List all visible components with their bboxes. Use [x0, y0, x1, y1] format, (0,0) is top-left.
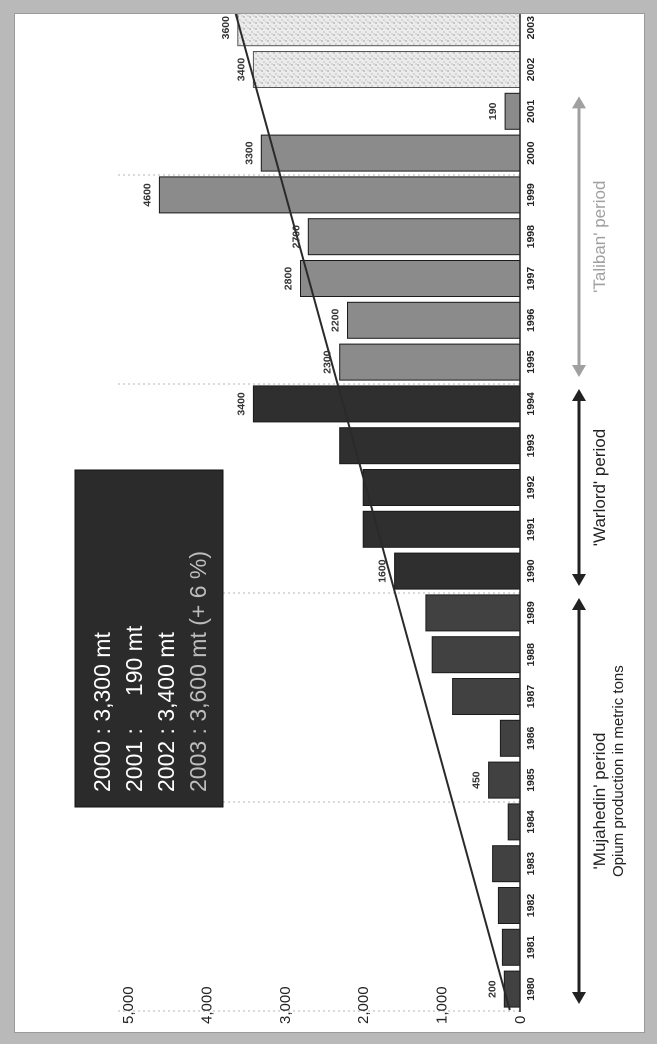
bar [339, 427, 521, 465]
bar [488, 761, 521, 799]
x-tick-label: 1995 [525, 350, 537, 374]
bar [425, 594, 521, 632]
bar [347, 301, 521, 339]
x-tick-label: 2000 [525, 141, 537, 165]
arrow-head-right-icon [572, 389, 586, 401]
y-tick-label: 5,000 [120, 986, 137, 1024]
bar [362, 510, 521, 548]
bar [158, 176, 521, 214]
bar [452, 678, 521, 715]
x-tick-label: 1983 [525, 852, 537, 876]
x-tick-label: 2002 [525, 58, 537, 82]
x-tick-label: 1989 [525, 601, 537, 625]
arrow-head-right-icon [572, 598, 586, 610]
bar-value-label: 3300 [243, 141, 255, 165]
bar [394, 552, 521, 590]
x-tick-label: 1992 [525, 476, 537, 500]
arrow-head-left-icon [572, 574, 586, 586]
x-tick-label: 1988 [525, 643, 537, 667]
x-tick-label: 1984 [525, 810, 537, 834]
bar-value-label: 450 [471, 771, 483, 789]
bar-value-label: 4600 [141, 183, 153, 207]
bar [237, 9, 521, 47]
bar [501, 928, 521, 966]
period-layer: 'Mujahedin' period 'Warlord' period 'Talib… [572, 96, 609, 1004]
bar [300, 260, 521, 297]
bar [492, 845, 521, 883]
bar [339, 343, 521, 381]
x-tick-label: 1994 [525, 392, 537, 416]
bar [507, 803, 521, 841]
opium-production-chart: 1980 1981 1982 1983 1984 1985 1986 1987 1988 1989… [74, 2, 627, 1024]
y-tick-label: 3,000 [277, 986, 294, 1024]
bar [431, 636, 521, 674]
trend-line [232, 6, 511, 1011]
bar [260, 134, 521, 172]
bar [497, 887, 521, 924]
y-axis-title: Opium production in metric tons [610, 665, 627, 877]
bar-value-label: 2200 [330, 308, 342, 332]
bar [499, 719, 521, 757]
x-tick-label: 1999 [525, 183, 537, 207]
bar [252, 385, 521, 423]
x-tick-label: 1986 [525, 726, 537, 750]
arrow-head-left-icon [572, 992, 586, 1004]
bar-value-label: 190 [487, 102, 499, 120]
period-label: 'Warlord' period [590, 429, 609, 546]
labels-layer: 200 450 1600 3400 2300 2200 2800 2700 4600 3300 19… [141, 16, 499, 998]
y-tick-label: 0 [512, 1016, 529, 1024]
bar-value-label: 3400 [235, 58, 247, 82]
y-tick-label: 4,000 [198, 986, 215, 1024]
bar-value-label: 2300 [322, 350, 334, 374]
period-label: 'Taliban' period [590, 181, 609, 293]
legend-line: 2003 : 3,600 mt (+ 6 %) [185, 551, 211, 792]
rotated-chart-area: 1980 1981 1982 1983 1984 1985 1986 1987 1988 1989… [15, 2, 644, 1032]
bar-value-label: 200 [486, 980, 498, 998]
x-tick-label: 1996 [525, 308, 537, 332]
x-tick-label: 1991 [525, 517, 537, 541]
bar [362, 469, 521, 506]
legend-box: 2000 : 3,300 mt 2001 : 190 mt 2002 : 3,400… [74, 469, 224, 808]
bar-value-label: 1600 [377, 559, 389, 583]
x-tick-label: 1980 [525, 977, 537, 1001]
legend-line: 2000 : 3,300 mt [89, 632, 115, 792]
period-label: 'Mujahedin' period [590, 733, 609, 870]
x-tick-label: 1990 [525, 559, 537, 583]
bar-value-label: 2800 [283, 267, 295, 291]
x-tick-label: 2003 [525, 16, 537, 40]
arrow-head-right-icon [572, 96, 586, 109]
x-tick-label: 2001 [525, 99, 537, 123]
x-tick-label: 1997 [525, 267, 537, 291]
bars-layer [158, 9, 521, 1008]
x-tick-label: 1993 [525, 434, 537, 458]
x-tick-label: 1981 [525, 935, 537, 959]
arrow-head-left-icon [572, 365, 586, 377]
axis-layer: 1980 1981 1982 1983 1984 1985 1986 1987 1988 1989… [120, 2, 627, 1024]
trend-layer [232, 6, 511, 1011]
x-tick-label: 1998 [525, 225, 537, 249]
bar-value-label: 2700 [290, 225, 302, 249]
legend-line: 2001 : 190 mt [121, 625, 147, 792]
chart-paper: 1980 1981 1982 1983 1984 1985 1986 1987 1988 1989… [14, 2, 645, 1033]
bar-value-label: 3400 [235, 392, 247, 416]
x-tick-label: 1982 [525, 894, 537, 918]
bar [504, 92, 521, 130]
bar [307, 218, 521, 256]
x-tick-label: 1985 [525, 768, 537, 792]
legend-line: 2002 : 3,400 mt [153, 632, 179, 792]
x-tick-label: 1987 [525, 685, 537, 709]
bar-value-label: 3600 [220, 16, 232, 40]
bar [252, 51, 521, 88]
y-tick-label: 1,000 [434, 986, 451, 1024]
legend-box-background [74, 469, 224, 808]
y-tick-label: 2,000 [355, 986, 372, 1024]
